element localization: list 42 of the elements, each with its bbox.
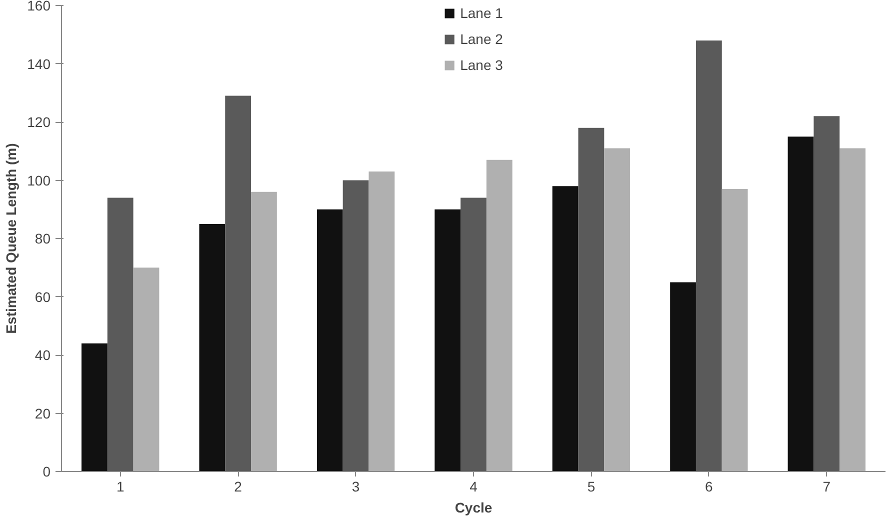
x-tick-label: 3 — [352, 478, 360, 494]
bar — [722, 188, 748, 472]
y-tick-label: 120 — [27, 114, 51, 130]
bar — [199, 224, 226, 472]
bar — [814, 116, 840, 472]
x-tick-label: 2 — [234, 478, 242, 494]
y-tick-label: 100 — [27, 172, 51, 188]
y-tick-label: 40 — [34, 347, 51, 363]
bar — [316, 209, 343, 472]
x-tick-label: 7 — [822, 478, 831, 494]
x-tick-label: 5 — [587, 478, 596, 494]
bar — [107, 198, 134, 472]
legend-label: Lane 2 — [460, 31, 503, 47]
bar — [552, 186, 578, 472]
y-tick-label: 160 — [27, 0, 51, 14]
bar — [486, 160, 512, 472]
y-tick-label: 20 — [34, 405, 51, 422]
bar — [225, 96, 252, 472]
y-tick-label: 60 — [34, 288, 51, 305]
y-tick-label: 140 — [27, 56, 51, 72]
bar — [342, 180, 369, 472]
bar — [133, 268, 160, 472]
bar — [604, 148, 630, 472]
bar — [251, 192, 277, 472]
y-tick-label: 80 — [34, 230, 51, 246]
x-axis-title: Cycle — [454, 500, 492, 516]
x-tick-label: 1 — [116, 478, 124, 494]
bar — [434, 209, 461, 472]
bar — [840, 148, 866, 472]
bar — [368, 172, 395, 472]
bar — [670, 282, 696, 472]
x-tick-label: 6 — [705, 478, 714, 494]
bar — [460, 198, 486, 472]
y-tick-label: 0 — [42, 464, 51, 480]
y-axis-title: Estimated Queue Length (m) — [3, 143, 20, 334]
legend-label: Lane 3 — [460, 57, 503, 73]
bar — [788, 136, 814, 472]
bar — [696, 40, 722, 472]
bar — [578, 128, 604, 472]
x-tick-label: 4 — [470, 478, 478, 494]
bar — [82, 343, 108, 472]
legend-label: Lane 1 — [460, 5, 503, 21]
